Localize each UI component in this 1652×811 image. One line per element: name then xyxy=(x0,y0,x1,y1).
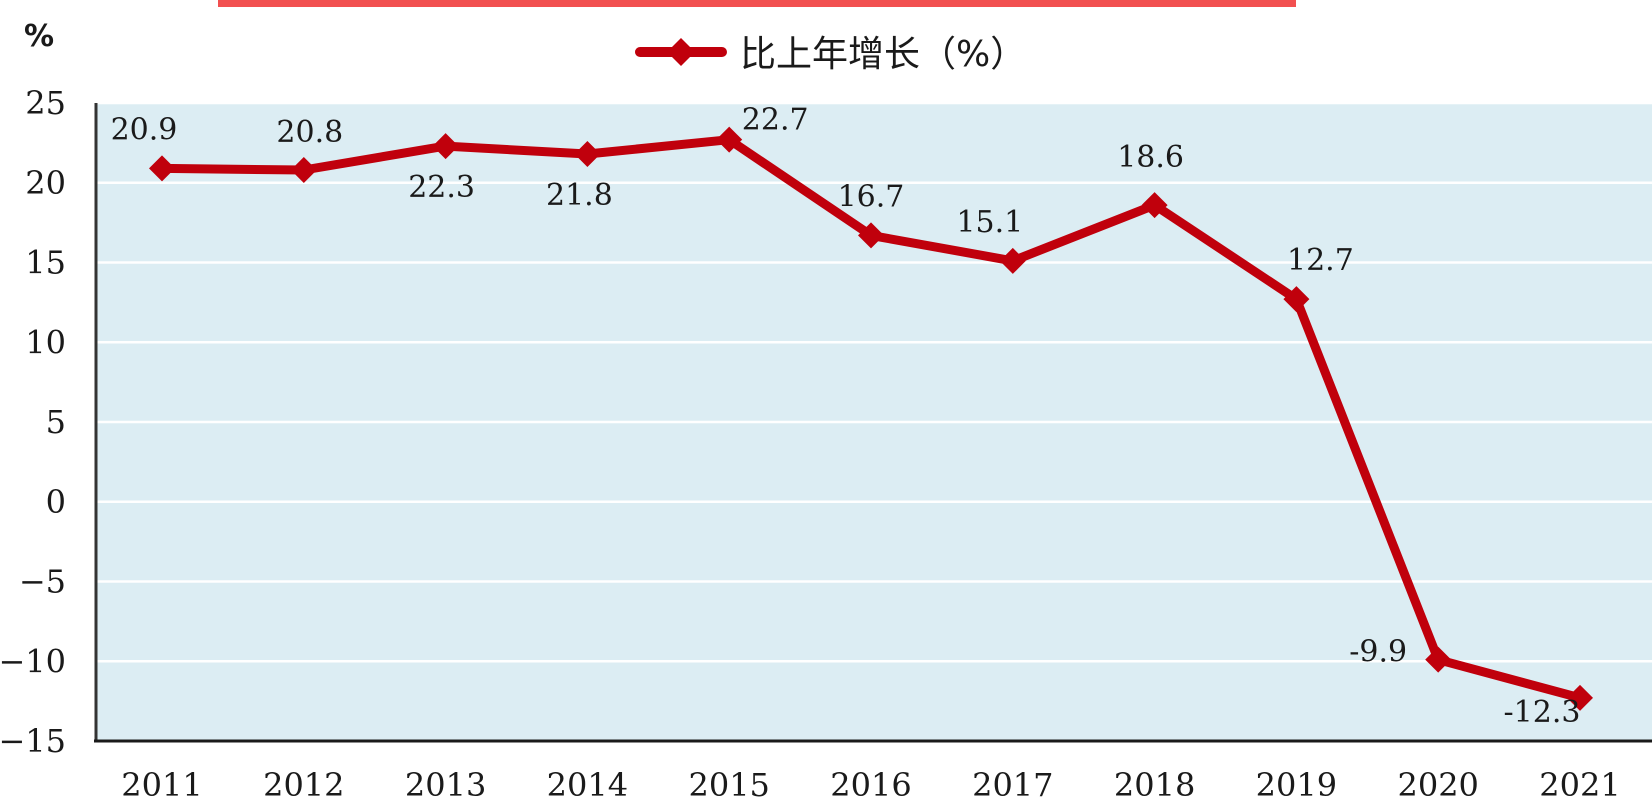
legend-marker xyxy=(667,38,695,66)
x-tick-label: 2018 xyxy=(1114,766,1195,804)
y-tick-label: 15 xyxy=(25,244,66,282)
data-point-marker xyxy=(290,156,317,183)
y-axis-ticks: 25 20 15 10 5 0 −5 −10 −15 xyxy=(0,84,66,760)
x-tick-label: 2011 xyxy=(121,766,202,804)
data-point-marker xyxy=(1425,646,1452,673)
legend-label: 比上年增长（%） xyxy=(740,34,1026,75)
data-label: 21.8 xyxy=(546,178,613,213)
data-label: 12.7 xyxy=(1287,243,1354,278)
data-point-marker xyxy=(1283,286,1310,313)
y-axis-unit: % xyxy=(24,19,54,54)
data-label: -9.9 xyxy=(1349,635,1407,670)
y-tick-label: −5 xyxy=(19,563,66,601)
data-label: 20.8 xyxy=(276,115,343,150)
y-tick-label: −15 xyxy=(0,722,66,760)
data-label: 20.9 xyxy=(111,112,178,147)
data-label: 15.1 xyxy=(956,205,1023,240)
data-label: 16.7 xyxy=(838,179,905,214)
header-accent-bar xyxy=(218,0,1296,7)
x-tick-label: 2020 xyxy=(1397,766,1478,804)
data-label: 22.3 xyxy=(408,170,475,205)
data-label: 18.6 xyxy=(1117,140,1184,175)
x-tick-label: 2015 xyxy=(688,766,769,804)
data-labels: 20.9 20.8 22.3 21.8 22.7 16.7 15.1 18.6 12.7 -9.9… xyxy=(111,103,1581,730)
x-tick-label: 2017 xyxy=(972,766,1053,804)
x-tick-label: 2019 xyxy=(1256,766,1337,804)
x-tick-label: 2014 xyxy=(547,766,628,804)
data-point-marker xyxy=(574,141,601,168)
x-tick-label: 2013 xyxy=(405,766,486,804)
y-tick-label: −10 xyxy=(0,642,66,680)
y-tick-label: 0 xyxy=(46,483,66,521)
x-axis-ticks: 2011 2012 2013 2014 2015 2016 2017 2018 2019 2020… xyxy=(121,766,1620,804)
x-tick-label: 2021 xyxy=(1539,766,1620,804)
x-tick-label: 2016 xyxy=(830,766,911,804)
data-label: 22.7 xyxy=(742,103,809,138)
y-tick-label: 10 xyxy=(25,323,66,361)
y-tick-label: 20 xyxy=(25,164,66,202)
series-markers xyxy=(149,126,1593,711)
y-tick-label: 25 xyxy=(25,84,66,122)
data-point-marker xyxy=(149,155,175,182)
x-tick-label: 2012 xyxy=(263,766,344,804)
data-point-marker xyxy=(1567,684,1593,711)
data-point-marker xyxy=(1141,192,1168,219)
data-point-marker xyxy=(858,222,884,249)
legend: 比上年增长（%） xyxy=(635,34,1026,75)
gridlines xyxy=(96,101,1652,663)
data-point-marker xyxy=(432,133,459,160)
y-tick-label: 5 xyxy=(46,403,66,441)
data-label: -12.3 xyxy=(1504,695,1581,730)
data-point-marker xyxy=(716,126,743,153)
data-point-marker xyxy=(999,247,1026,274)
